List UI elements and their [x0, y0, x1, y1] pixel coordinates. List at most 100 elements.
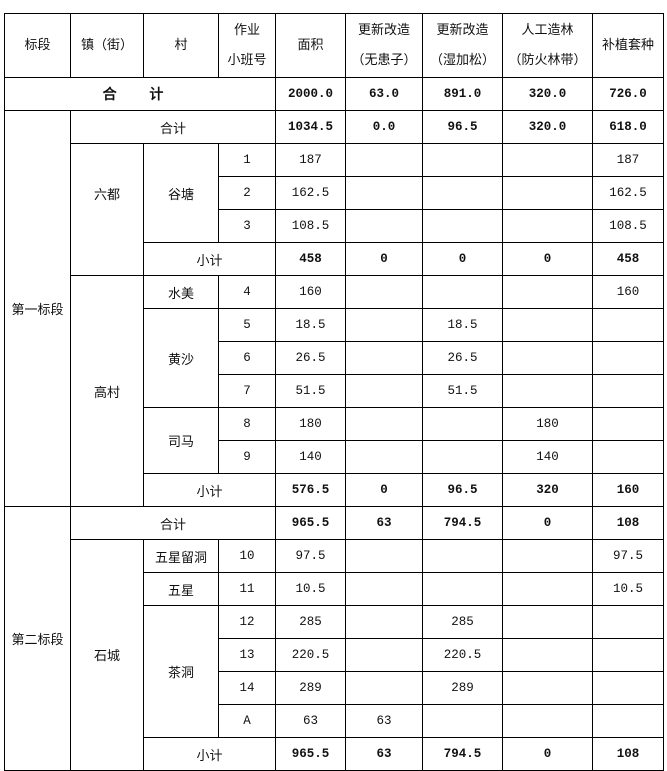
cell: 7: [218, 374, 276, 408]
cell: 96.5: [422, 110, 503, 144]
col-renew2-l2: （湿加松）: [429, 52, 495, 68]
cell: 108.5: [275, 209, 346, 243]
subtotal-row: 小计 965.5 63 794.5 0 108: [5, 737, 664, 771]
subtotal-label: 小计: [143, 473, 276, 507]
table-row: 五星 11 10.5 10.5: [5, 572, 664, 606]
cell: 576.5: [275, 473, 346, 507]
table-row: 14 289 289: [5, 671, 664, 705]
cell: 3: [218, 209, 276, 243]
village-name: 司马: [143, 407, 219, 474]
cell: 0: [502, 242, 593, 276]
cell: 9: [218, 440, 276, 474]
col-plot-l2: 小班号: [227, 52, 267, 68]
cell: 180: [502, 407, 593, 441]
col-artificial-l1: 人工造林: [521, 22, 574, 38]
cell: 320.0: [502, 77, 593, 111]
cell: 794.5: [422, 737, 503, 771]
col-renew2: 更新改造 （湿加松）: [422, 13, 503, 78]
cell: 63: [345, 737, 423, 771]
cell: 285: [275, 605, 346, 639]
cell: 140: [275, 440, 346, 474]
cell: 794.5: [422, 506, 503, 540]
cell: 618.0: [592, 110, 664, 144]
cell: 26.5: [422, 341, 503, 375]
col-artificial-l2: （防火林带）: [508, 52, 587, 68]
subtotal-label: 小计: [143, 242, 276, 276]
cell: 10.5: [275, 572, 346, 606]
cell: 220.5: [275, 638, 346, 672]
village-name: 谷塘: [143, 143, 219, 243]
col-village: 村: [143, 13, 219, 78]
cell: 458: [592, 242, 664, 276]
cell: 160: [592, 275, 664, 309]
cell: 63.0: [345, 77, 423, 111]
table-row: 石城 五星留洞 10 97.5 97.5: [5, 539, 664, 771]
cell: 10: [218, 539, 276, 573]
subtotal-label: 小计: [143, 737, 276, 771]
table-row: 高村 水美 4 160 160: [5, 275, 664, 507]
table-row: A 63 63: [5, 704, 664, 738]
cell: 11: [218, 572, 276, 606]
cell: 1034.5: [275, 110, 346, 144]
forest-plan-table: 标段 镇（街） 村 作业 小班号 面积 更新改造 （无患子） 更新改造 （湿加松） 人…: [4, 13, 664, 771]
cell: 320: [502, 473, 593, 507]
cell: 160: [275, 275, 346, 309]
cell: 8: [218, 407, 276, 441]
town-name: 石城: [70, 539, 144, 771]
col-renew1-l1: 更新改造: [357, 22, 410, 38]
cell: 0: [345, 242, 423, 276]
section-name: 第一标段: [4, 110, 71, 507]
village-name: 黄沙: [143, 308, 219, 408]
table-row: 2 162.5 162.5: [5, 176, 664, 210]
col-area: 面积: [275, 13, 346, 78]
cell: 5: [218, 308, 276, 342]
cell: 51.5: [422, 374, 503, 408]
col-artificial: 人工造林 （防火林带）: [502, 13, 593, 78]
cell: 2000.0: [275, 77, 346, 111]
cell: 4: [218, 275, 276, 309]
cell: 97.5: [275, 539, 346, 573]
col-plot: 作业 小班号: [218, 13, 276, 78]
section-name: 第二标段: [4, 506, 71, 771]
cell: 6: [218, 341, 276, 375]
table-row: 第一标段 合计 1034.5 0.0 96.5 320.0 618.0: [4, 110, 664, 507]
cell: 12: [218, 605, 276, 639]
col-section: 标段: [4, 13, 71, 78]
cell: 162.5: [592, 176, 664, 210]
village-name: 五星留洞: [143, 539, 219, 573]
cell: 10.5: [592, 572, 664, 606]
col-renew1: 更新改造 （无患子）: [345, 13, 423, 78]
cell: 51.5: [275, 374, 346, 408]
grand-total-label: 合 计: [4, 77, 276, 111]
table-row: 司马 8 180 180: [5, 407, 664, 474]
cell: 187: [275, 143, 346, 177]
cell: 13: [218, 638, 276, 672]
cell: 18.5: [422, 308, 503, 342]
table-row: 六都 谷塘 1 187 187: [5, 143, 664, 276]
cell: 458: [275, 242, 346, 276]
cell: 0: [502, 506, 593, 540]
header-row: 标段 镇（街） 村 作业 小班号 面积 更新改造 （无患子） 更新改造 （湿加松） 人…: [4, 13, 664, 78]
cell: 14: [218, 671, 276, 705]
subtotal-row: 小计 576.5 0 96.5 320 160: [5, 473, 664, 507]
cell: 0.0: [345, 110, 423, 144]
cell: 726.0: [592, 77, 664, 111]
town-name: 高村: [70, 275, 144, 507]
town-name: 六都: [70, 143, 144, 276]
total-label: 合计: [70, 110, 276, 144]
cell: 220.5: [422, 638, 503, 672]
cell: 289: [422, 671, 503, 705]
cell: 160: [592, 473, 664, 507]
cell: 96.5: [422, 473, 503, 507]
grand-total-row: 合 计 2000.0 63.0 891.0 320.0 726.0: [4, 77, 664, 111]
cell: 18.5: [275, 308, 346, 342]
village-name: 五星: [143, 572, 219, 606]
cell: 2: [218, 176, 276, 210]
table-row: 第二标段 合计 965.5 63 794.5 0 108: [4, 506, 664, 771]
village-name: 水美: [143, 275, 219, 309]
cell: 965.5: [275, 506, 346, 540]
cell: 97.5: [592, 539, 664, 573]
cell: 63: [275, 704, 346, 738]
col-renew2-l1: 更新改造: [436, 22, 489, 38]
cell: 285: [422, 605, 503, 639]
